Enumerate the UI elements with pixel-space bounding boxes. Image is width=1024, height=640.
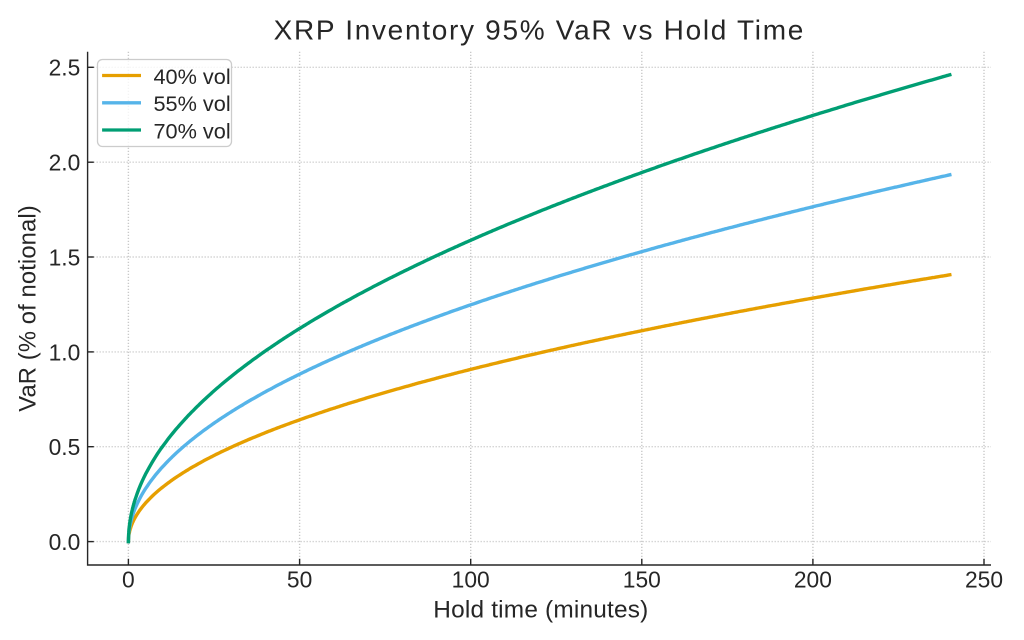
svg-text:200: 200 xyxy=(794,567,832,593)
svg-text:Hold time (minutes): Hold time (minutes) xyxy=(433,596,648,623)
svg-text:VaR (% of notional): VaR (% of notional) xyxy=(15,205,42,411)
svg-text:150: 150 xyxy=(623,567,661,593)
svg-text:100: 100 xyxy=(452,567,490,593)
svg-text:250: 250 xyxy=(965,567,1003,593)
svg-text:40% vol: 40% vol xyxy=(154,64,231,89)
svg-text:0.5: 0.5 xyxy=(49,434,81,460)
svg-text:70% vol: 70% vol xyxy=(154,118,231,143)
svg-text:55% vol: 55% vol xyxy=(154,91,231,116)
svg-text:2.0: 2.0 xyxy=(49,150,81,176)
svg-text:0.0: 0.0 xyxy=(49,529,81,555)
svg-text:50: 50 xyxy=(287,567,312,593)
svg-text:XRP Inventory 95% VaR vs Hold: XRP Inventory 95% VaR vs Hold Time xyxy=(274,15,805,46)
svg-text:1.0: 1.0 xyxy=(49,339,81,365)
svg-text:1.5: 1.5 xyxy=(49,244,81,270)
svg-text:2.5: 2.5 xyxy=(49,55,81,81)
svg-text:0: 0 xyxy=(122,567,135,593)
